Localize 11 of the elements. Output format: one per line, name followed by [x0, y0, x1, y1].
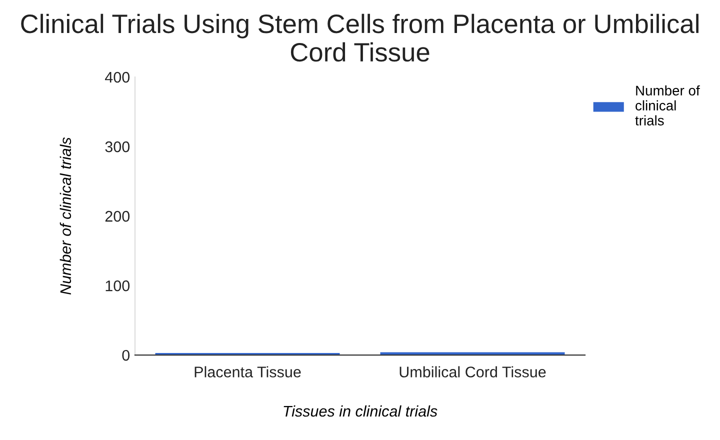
chart-title: Clinical Trials Using Stem Cells from Placenta or Umbilical Cord Tissue	[21, 14, 698, 62]
legend-label: Number of clinical trials	[635, 85, 700, 126]
y-tick-label: 0	[122, 350, 130, 361]
y-tick-label: 400	[105, 72, 130, 83]
x-tick-label: Umbilical Cord Tissue	[400, 366, 546, 378]
y-tick-label: 100	[106, 280, 130, 292]
x-tick-label: Placenta Tissue	[194, 366, 301, 378]
x-axis-title: Tissues in clinical trials	[284, 405, 438, 417]
y-tick-label: 200	[105, 210, 130, 222]
y-axis-title: Number of clinical trials	[60, 137, 72, 295]
y-tick-label: 300	[105, 141, 130, 152]
